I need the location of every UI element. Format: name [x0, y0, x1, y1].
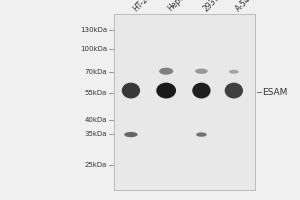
Text: 70kDa: 70kDa — [85, 69, 107, 75]
Ellipse shape — [196, 132, 207, 137]
Text: 25kDa: 25kDa — [85, 162, 107, 168]
Text: HepG2: HepG2 — [166, 0, 191, 13]
Ellipse shape — [225, 83, 243, 98]
Ellipse shape — [159, 68, 173, 75]
Text: 40kDa: 40kDa — [85, 117, 107, 123]
Text: A-549: A-549 — [234, 0, 256, 13]
Ellipse shape — [122, 83, 140, 98]
Ellipse shape — [229, 70, 239, 74]
Text: 130kDa: 130kDa — [80, 27, 107, 33]
Text: 55kDa: 55kDa — [85, 90, 107, 96]
Ellipse shape — [192, 83, 211, 98]
Text: 35kDa: 35kDa — [85, 131, 107, 137]
Ellipse shape — [124, 132, 138, 137]
Text: 293T: 293T — [201, 0, 221, 13]
Text: ESAM: ESAM — [262, 88, 288, 97]
Bar — [114, 14, 255, 190]
Text: HT-29: HT-29 — [131, 0, 153, 13]
Ellipse shape — [156, 83, 176, 98]
Ellipse shape — [195, 69, 208, 74]
Text: 100kDa: 100kDa — [80, 46, 107, 52]
